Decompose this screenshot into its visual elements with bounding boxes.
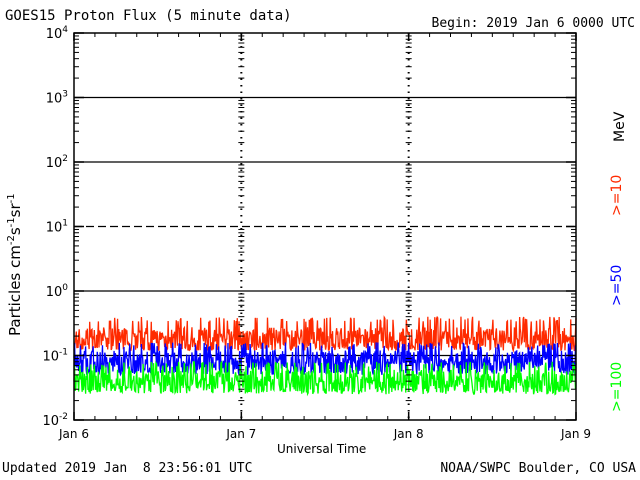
x-tick-label: Jan 6 xyxy=(58,427,89,441)
y-axis-ticks: 10-2 10-1 100 101 102 103 104 xyxy=(42,25,576,429)
y-tick-label: 102 xyxy=(46,154,68,171)
legend-series-10: >=10 xyxy=(609,174,625,216)
y-axis-label: Particles cm-2s-1sr-1 xyxy=(6,193,24,336)
x-tick-label: Jan 9 xyxy=(560,427,591,441)
y-tick-label: 104 xyxy=(46,25,69,42)
chart-title: GOES15 Proton Flux (5 minute data) xyxy=(5,8,292,24)
x-tick-label: Jan 8 xyxy=(393,427,424,441)
begin-timestamp: Begin: 2019 Jan 6 0000 UTC xyxy=(431,16,636,31)
series-line-1 xyxy=(73,342,577,377)
x-axis-label: Universal Time xyxy=(277,442,367,456)
updated-timestamp: Updated 2019 Jan 8 23:56:01 UTC xyxy=(2,461,253,476)
legend-series-50: >=50 xyxy=(609,264,625,306)
legend-unit: MeV xyxy=(612,111,628,142)
y-tick-label: 101 xyxy=(46,219,68,236)
y-tick-label: 10-1 xyxy=(42,348,68,365)
series-line-2 xyxy=(73,360,577,397)
y-tick-label: 100 xyxy=(46,283,69,300)
legend-series-100: >=100 xyxy=(609,361,625,412)
x-tick-label: Jan 7 xyxy=(225,427,256,441)
credit-line: NOAA/SWPC Boulder, CO USA xyxy=(440,461,636,476)
y-tick-label: 10-2 xyxy=(42,412,68,429)
chart-series xyxy=(73,315,577,397)
series-line-0 xyxy=(73,315,577,353)
y-tick-label: 103 xyxy=(46,90,68,107)
x-axis-ticks: Jan 6 Jan 7 Jan 8 Jan 9 xyxy=(58,33,591,441)
